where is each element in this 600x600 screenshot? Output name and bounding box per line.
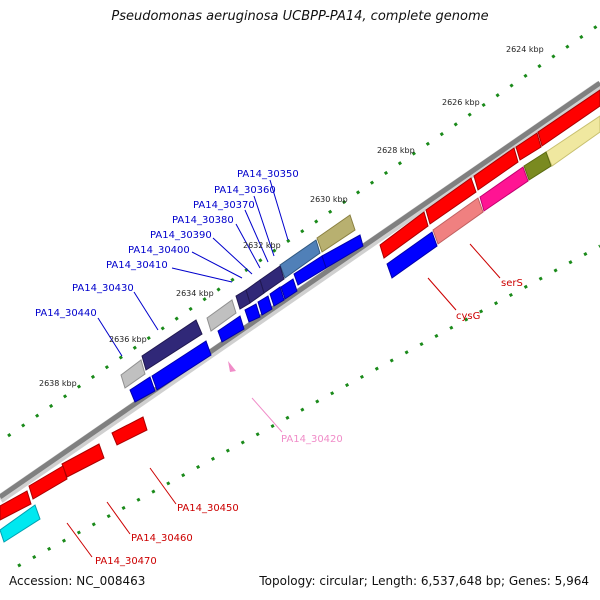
gene-label[interactable]: PA14_30440	[35, 308, 97, 319]
gene-serS[interactable]	[479, 166, 529, 212]
gene-PA14_30350[interactable]	[316, 214, 356, 253]
gene-label[interactable]: serS	[501, 278, 523, 289]
leader-line	[469, 243, 501, 279]
gene-feature[interactable]	[257, 295, 273, 316]
leader-line	[106, 501, 131, 535]
leader-line	[66, 522, 93, 558]
gene-feature[interactable]	[129, 376, 156, 403]
gene-feature[interactable]	[293, 255, 327, 286]
gene-cysG[interactable]	[386, 231, 438, 279]
upper-reverse-strand	[379, 89, 600, 259]
gene-feature[interactable]	[523, 151, 552, 181]
gene-PA14_30390[interactable]	[235, 289, 251, 310]
gene-feature[interactable]	[545, 115, 600, 167]
leader-line	[269, 179, 289, 241]
gene-PA14_30450[interactable]	[111, 416, 148, 446]
scale-labels: 2624 kbp 2626 kbp 2628 kbp 2630 kbp 2632…	[39, 45, 544, 388]
gene-PA14_30420-pseudo[interactable]	[206, 299, 237, 332]
gene-label[interactable]: PA14_30460	[131, 533, 193, 544]
outer-tick-guide	[7, 22, 600, 438]
gene-labels: PA14_30350 PA14_30360 PA14_30370 PA14_30…	[35, 169, 523, 567]
gene-label[interactable]: PA14_30390	[150, 230, 212, 241]
leader-line	[191, 251, 243, 279]
accession-label: Accession: NC_008463	[9, 574, 146, 588]
leader-line	[171, 267, 233, 283]
scale-label: 2626 kbp	[442, 98, 480, 107]
leader-line	[149, 467, 177, 505]
gene-feature[interactable]	[244, 303, 261, 323]
genome-title: Pseudomonas aeruginosa UCBPP-PA14, compl…	[111, 9, 489, 24]
inner-tick-guide	[17, 244, 600, 568]
gene-feature[interactable]	[0, 504, 41, 543]
gene-PA14_30360[interactable]	[279, 239, 321, 279]
gene-PA14_30430[interactable]	[141, 319, 203, 371]
gene-label[interactable]: PA14_30380	[172, 215, 234, 226]
gene-label[interactable]: PA14_30350	[237, 169, 299, 180]
reverse-strand-lower-left	[0, 416, 148, 521]
gene-feature[interactable]	[217, 315, 245, 343]
gene-label[interactable]: cysG	[456, 311, 480, 322]
leader-line	[235, 223, 261, 269]
leader-line	[244, 209, 269, 263]
gene-feature[interactable]	[28, 465, 68, 500]
leader-line	[212, 237, 253, 275]
gene-feature[interactable]	[515, 132, 542, 161]
gene-PA14_30470[interactable]	[0, 490, 32, 521]
scale-label: 2630 kbp	[310, 195, 348, 204]
gene-label[interactable]: PA14_30430	[72, 283, 134, 294]
forward-strand-inner	[129, 234, 364, 403]
pseudo-gene-marker[interactable]	[228, 361, 236, 372]
gene-feature[interactable]	[280, 278, 298, 300]
gene-feature[interactable]	[537, 89, 600, 147]
leader-line	[133, 291, 159, 331]
gene-feature[interactable]	[269, 286, 285, 307]
scale-label: 2634 kbp	[176, 289, 214, 298]
reverse-strand-lower	[0, 115, 600, 543]
forward-strand-outer	[120, 214, 356, 389]
gene-label[interactable]: PA14_30420	[281, 434, 343, 445]
scale-label: 2628 kbp	[377, 146, 415, 155]
gene-feature[interactable]	[425, 177, 477, 225]
scale-label: 2632 kbp	[243, 241, 281, 250]
gene-label[interactable]: PA14_30450	[177, 503, 239, 514]
tick-lines	[7, 22, 600, 568]
gene-feature[interactable]	[379, 211, 429, 259]
genome-summary-label: Topology: circular; Length: 6,537,648 bp…	[259, 574, 589, 588]
scale-label: 2624 kbp	[506, 45, 544, 54]
leader-line	[427, 277, 457, 311]
gene-feature[interactable]	[473, 147, 519, 191]
leader-line	[251, 397, 283, 433]
leader-line	[253, 195, 275, 257]
gene-label[interactable]: PA14_30400	[128, 245, 190, 256]
label-leader-lines	[66, 179, 501, 558]
gene-label[interactable]: PA14_30360	[214, 185, 276, 196]
gene-label[interactable]: PA14_30370	[193, 200, 255, 211]
scale-label: 2638 kbp	[39, 379, 77, 388]
gene-label[interactable]: PA14_30470	[95, 556, 157, 567]
gene-PA14_30440[interactable]	[120, 359, 146, 389]
scale-label: 2636 kbp	[109, 335, 147, 344]
gene-feature[interactable]	[432, 197, 484, 245]
genome-backbone	[0, 80, 600, 500]
gene-feature[interactable]	[151, 340, 212, 391]
gene-label[interactable]: PA14_30410	[106, 260, 168, 271]
leader-line	[97, 317, 123, 357]
